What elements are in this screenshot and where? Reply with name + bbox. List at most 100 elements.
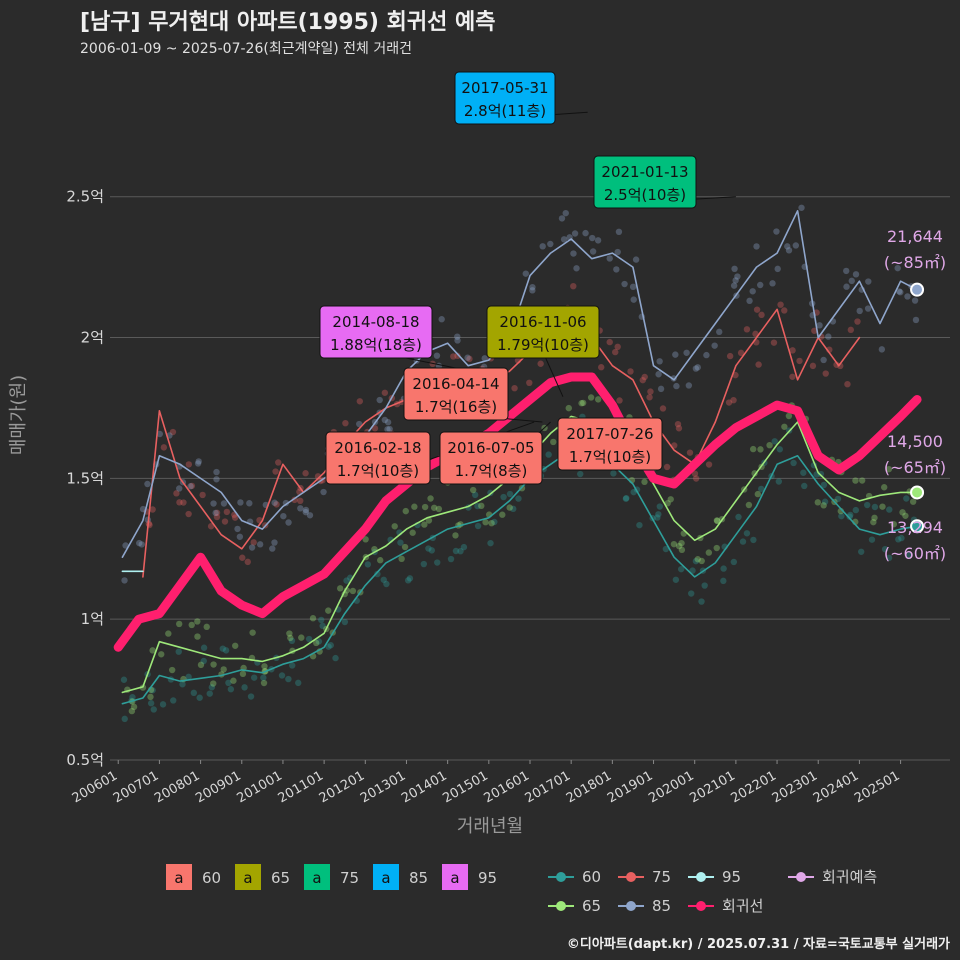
transaction-point [730, 558, 738, 566]
transaction-point [647, 388, 654, 395]
transaction-point [612, 348, 619, 356]
transaction-point [128, 707, 136, 715]
transaction-point [165, 630, 172, 637]
transaction-point [537, 360, 544, 367]
legend-fill-label: 65 [271, 869, 290, 887]
transaction-point [220, 500, 228, 507]
transaction-point [175, 648, 182, 655]
transaction-point [315, 638, 323, 645]
transaction-point [404, 577, 412, 584]
transaction-point [769, 280, 776, 287]
annotation-value: 1.88억(18층) [330, 336, 422, 354]
annotation-leader [542, 351, 564, 397]
legend-line-label: 95 [722, 868, 741, 886]
transaction-point [820, 502, 827, 509]
transaction-point [529, 283, 536, 291]
transaction-point [909, 498, 917, 505]
transaction-point [241, 684, 248, 691]
transaction-point [753, 243, 760, 250]
transaction-point [870, 518, 877, 526]
end-label-value: 14,500 [887, 432, 943, 451]
transaction-point [210, 661, 217, 668]
transaction-point [672, 576, 680, 583]
transaction-point [120, 676, 128, 683]
transaction-point [173, 490, 180, 497]
transaction-point [239, 554, 246, 561]
transaction-point [711, 342, 718, 349]
transaction-point [362, 536, 369, 543]
transaction-point [149, 687, 156, 694]
transaction-point [397, 539, 404, 546]
transaction-point [775, 478, 783, 485]
transaction-point [221, 518, 229, 525]
transaction-point [210, 500, 217, 507]
transaction-point [327, 642, 334, 649]
legend-fill-glyph: a [381, 869, 390, 887]
transaction-point [630, 296, 637, 303]
transaction-point [200, 644, 208, 651]
transaction-point [735, 513, 742, 521]
transaction-point [678, 546, 686, 554]
transaction-point [150, 706, 157, 713]
transaction-point [206, 690, 213, 697]
transaction-point [675, 425, 683, 432]
transaction-point [406, 575, 414, 582]
transaction-point [500, 493, 507, 501]
transaction-point [474, 502, 481, 510]
annotation-box [319, 305, 433, 359]
transaction-point [734, 273, 741, 280]
transaction-point [522, 270, 529, 277]
annotation-box [486, 305, 600, 359]
transaction-point [159, 701, 167, 708]
transaction-point [239, 670, 247, 678]
transaction-point [753, 306, 761, 313]
legend-line-marker [626, 872, 636, 882]
end-label-unit: (~65㎡) [884, 458, 946, 477]
legend-line-label: 60 [582, 868, 601, 886]
transaction-point [287, 634, 294, 642]
end-label-unit: (~60㎡) [884, 544, 946, 563]
transaction-point [130, 703, 138, 711]
transaction-point [222, 647, 230, 654]
legend-fill-label: 75 [340, 869, 359, 887]
transaction-point [562, 209, 569, 217]
transaction-point [766, 441, 773, 449]
transaction-point [577, 470, 584, 478]
x-tick-label: 200901 [193, 768, 243, 806]
transaction-point [579, 399, 587, 407]
x-tick-label: 200601 [70, 768, 120, 806]
transaction-point [614, 343, 621, 351]
transaction-point [272, 468, 279, 475]
annotation-box [454, 71, 556, 125]
x-tick-label: 202101 [687, 768, 737, 806]
transaction-point [297, 505, 304, 512]
transaction-point [694, 364, 701, 371]
x-tick-label: 202201 [729, 768, 779, 806]
transaction-point [911, 297, 919, 304]
transaction-point [149, 647, 156, 654]
series-line-regression [113, 372, 922, 652]
transaction-point [147, 700, 155, 707]
transaction-point [232, 642, 239, 649]
transaction-point [868, 536, 876, 543]
transaction-point [784, 243, 791, 250]
legend-fill-swatch [442, 864, 468, 890]
series-line-60 [121, 443, 918, 705]
x-tick-label: 201601 [482, 768, 532, 806]
transaction-point [886, 506, 893, 513]
transaction-point [615, 228, 623, 235]
transaction-point [168, 666, 176, 674]
transaction-point [570, 282, 577, 290]
transaction-point [846, 513, 853, 520]
transaction-point [646, 394, 653, 401]
transaction-point [912, 316, 920, 324]
transaction-point [275, 459, 282, 466]
transaction-point [297, 497, 304, 505]
transaction-point [471, 491, 479, 499]
legend-fill-swatch [166, 864, 192, 890]
transaction-point [302, 506, 310, 514]
source-caption: ©디아파트(dapt.kr) / 2025.07.31 / 자료=국토교통부 실… [566, 937, 950, 952]
transaction-point [720, 577, 727, 585]
transaction-point [632, 256, 640, 263]
legend-line-label: 회귀예측 [822, 868, 877, 886]
